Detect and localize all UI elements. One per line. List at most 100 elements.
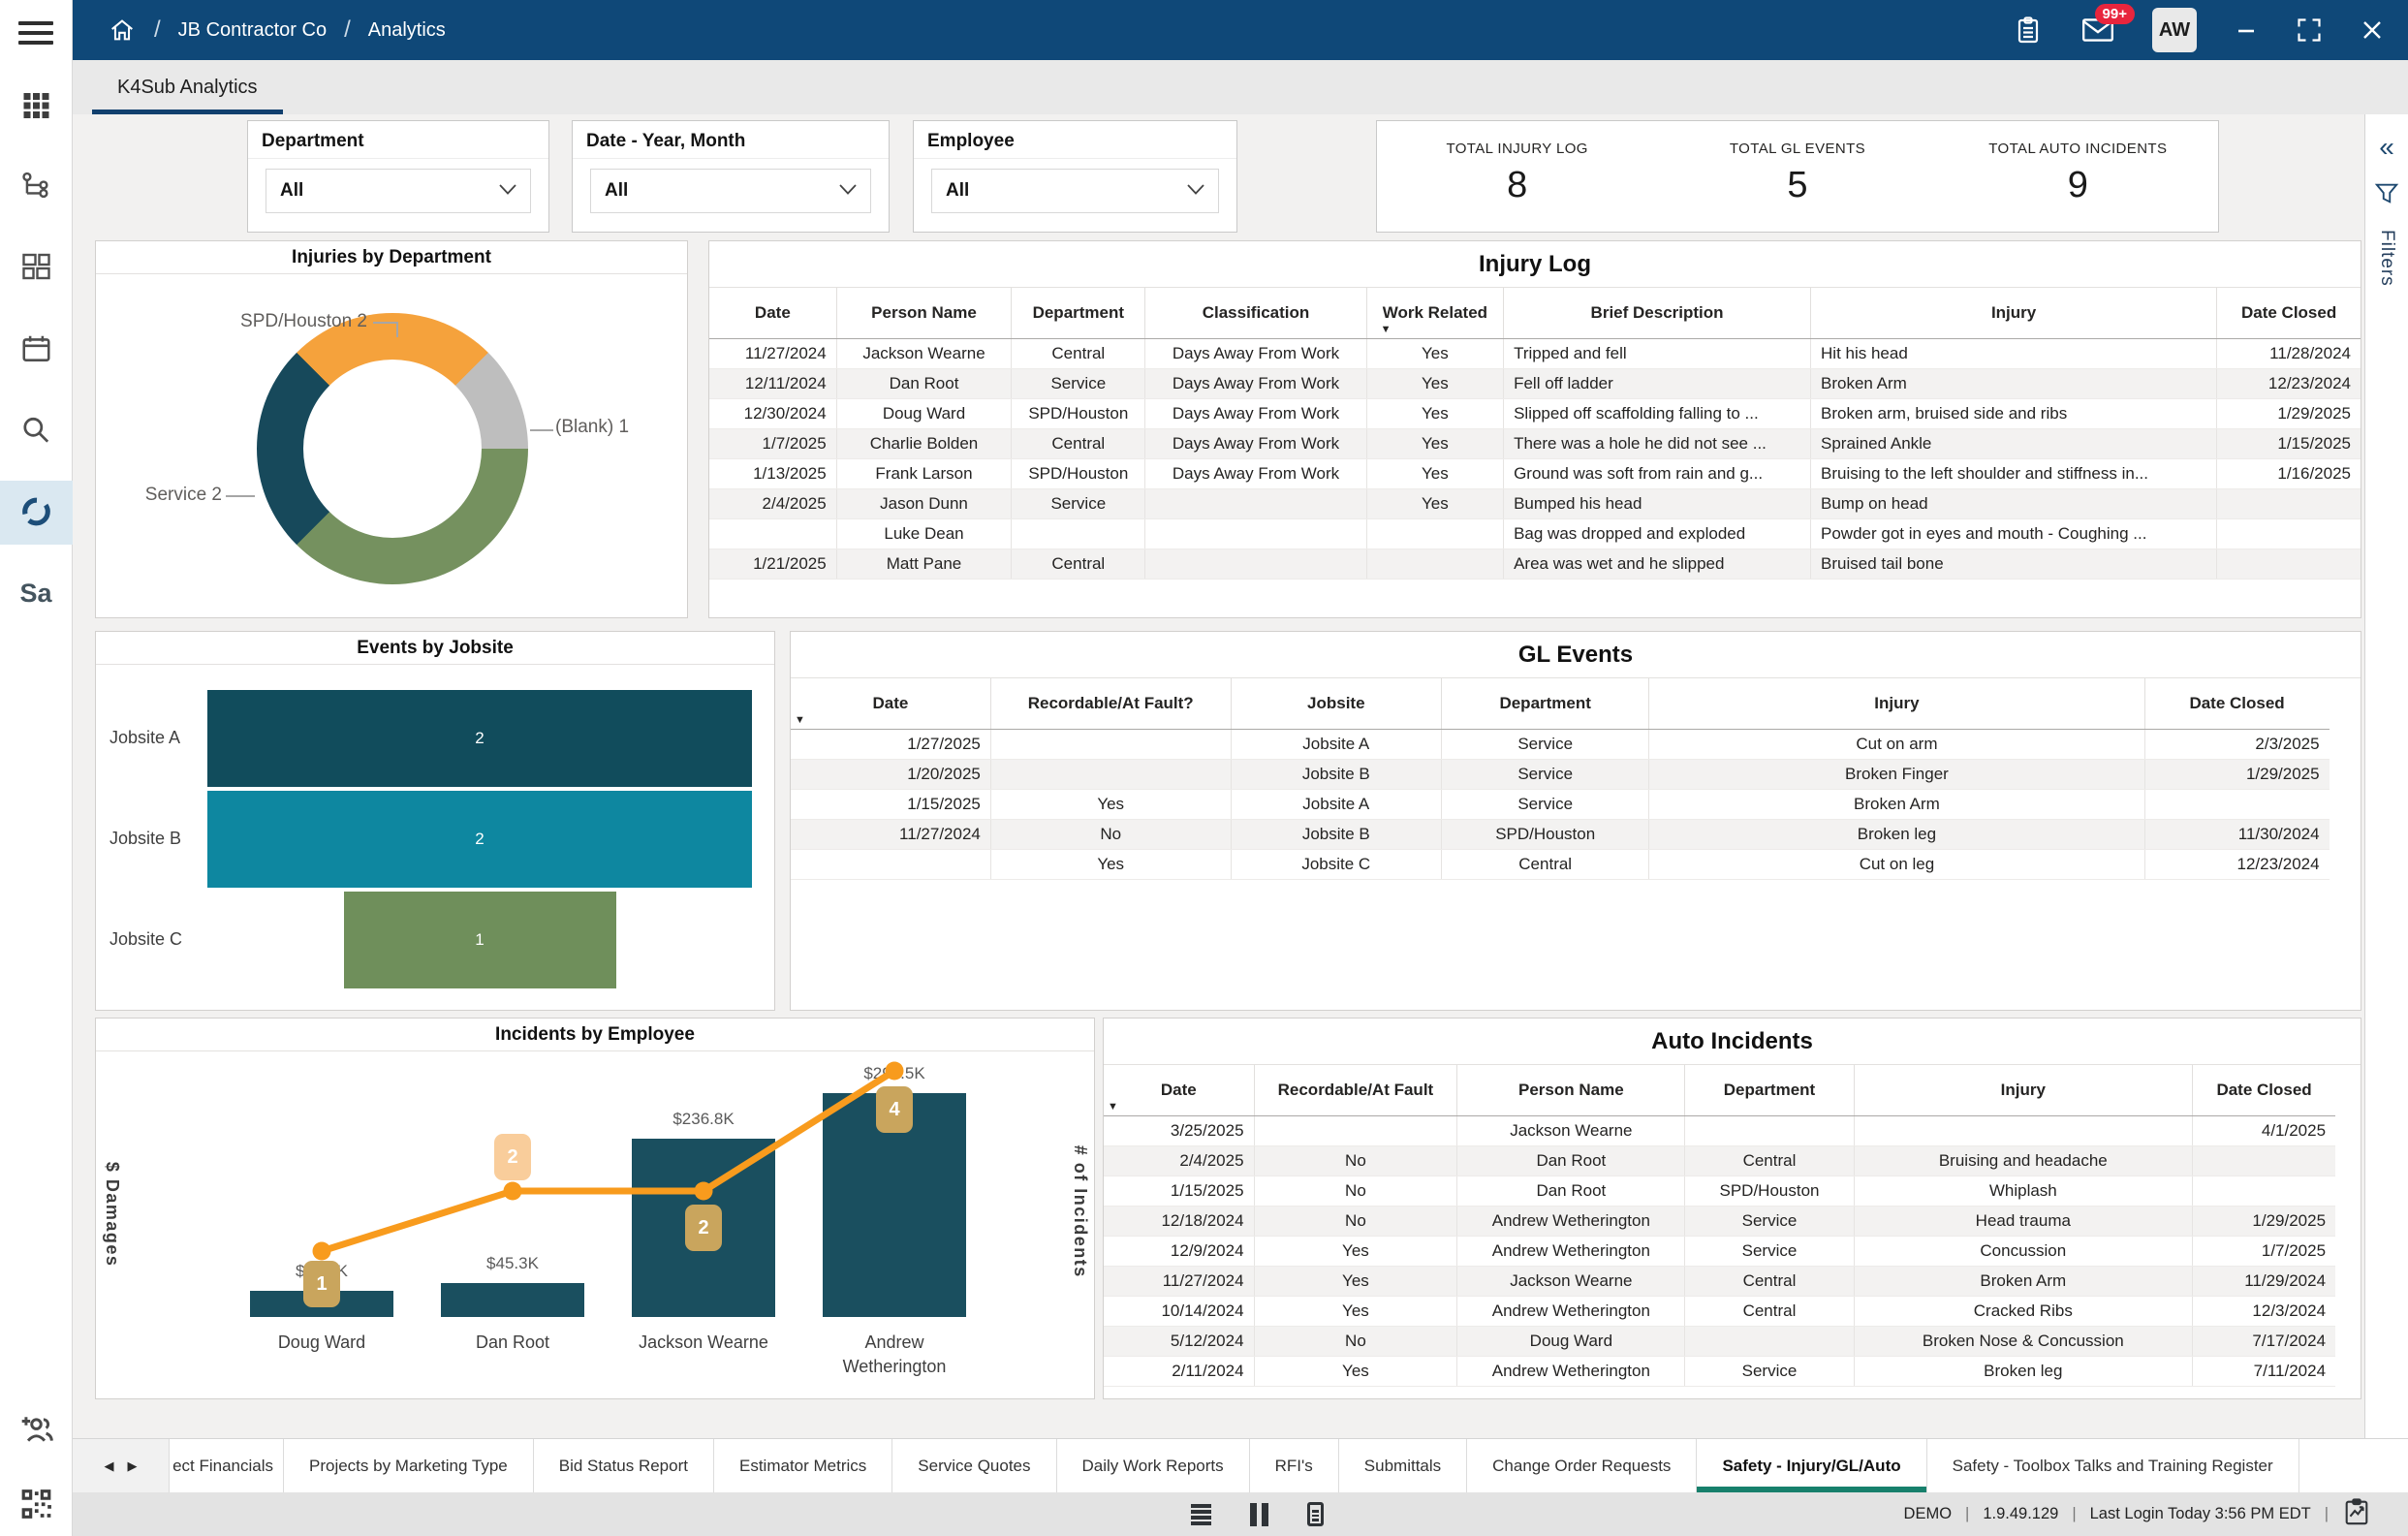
column-header[interactable]: Recordable/At Fault [1254, 1065, 1458, 1116]
column-header[interactable]: Work Related ▼ [1366, 288, 1505, 339]
calendar-icon[interactable] [0, 322, 73, 376]
column-header[interactable]: Injury [1854, 1065, 2194, 1116]
department-dropdown[interactable]: All [266, 169, 531, 213]
incident-count-chip: 2 [685, 1205, 722, 1251]
funnel-bar-value: 1 [475, 930, 485, 949]
page-tab[interactable]: Service Quotes [892, 1439, 1057, 1492]
table-cell: Sprained Ankle [1810, 428, 2218, 459]
page-tab[interactable]: Change Order Requests [1467, 1439, 1698, 1492]
funnel-bar[interactable]: 2 [207, 690, 752, 787]
funnel-bar[interactable]: 1 [343, 892, 616, 988]
funnel-bar[interactable]: 2 [207, 791, 752, 888]
scroll-tabs-right-icon[interactable]: ▶ [127, 1458, 138, 1473]
mail-icon[interactable]: 99+ [2080, 4, 2135, 45]
table-cell [791, 849, 991, 880]
restore-button[interactable] [2296, 16, 2323, 44]
column-header[interactable]: Jobsite [1231, 678, 1443, 730]
table-cell: Days Away From Work [1144, 398, 1367, 429]
column-header[interactable]: Recordable/At Fault? [990, 678, 1232, 730]
page-tab[interactable]: Estimator Metrics [714, 1439, 893, 1492]
sidebar-label-sa[interactable]: Sa [19, 578, 52, 608]
tab-k4sub-analytics[interactable]: K4Sub Analytics [92, 60, 283, 114]
table-row: 2/11/2024 Yes Andrew Wetherington Service Br… [1104, 1356, 2336, 1387]
table-cell: Yes [1366, 458, 1505, 489]
page-tab[interactable]: Safety - Toolbox Talks and Training Regi… [1927, 1439, 2299, 1492]
notes-icon[interactable] [1307, 1502, 1324, 1526]
breadcrumb-page[interactable]: Analytics [367, 18, 446, 41]
employee-dropdown[interactable]: All [931, 169, 1219, 213]
table-cell: 7/17/2024 [2192, 1326, 2336, 1357]
table-row: 2/4/2025 No Dan Root Central Bruising and he… [1104, 1145, 2336, 1176]
page-tab[interactable]: Daily Work Reports [1057, 1439, 1250, 1492]
status-last-login: Last Login Today 3:56 PM EDT [2089, 1505, 2311, 1522]
dashboard-icon[interactable] [0, 240, 73, 295]
tab-scroll-nav: ◀ ▶ [73, 1439, 170, 1492]
column-header[interactable]: Injury [1648, 678, 2145, 730]
table-cell: Jobsite B [1231, 819, 1443, 850]
workflow-icon[interactable] [0, 159, 73, 213]
table-cell [2192, 1145, 2336, 1176]
page-tab[interactable]: RFI's [1250, 1439, 1339, 1492]
column-header[interactable]: Person Name [836, 288, 1013, 339]
column-header[interactable]: Date Closed [2144, 678, 2330, 730]
table-row: 1/15/2025 Yes Jobsite A Service Broken Arm [791, 789, 2330, 820]
column-header[interactable]: Date [709, 288, 837, 339]
apps-grid-icon[interactable] [0, 78, 73, 132]
search-icon[interactable] [0, 403, 73, 457]
damages-bar[interactable] [441, 1282, 584, 1317]
column-header[interactable]: Person Name [1456, 1065, 1686, 1116]
column-header[interactable]: Injury [1810, 288, 2218, 339]
list-view-icon[interactable] [1191, 1502, 1211, 1527]
table-row: 1/21/2025 Matt Pane Central Area was wet an… [709, 549, 2361, 580]
visual-injury-log: Injury Log Date Person Name Department Clas… [708, 240, 2361, 618]
column-header[interactable]: Date Closed [2216, 288, 2361, 339]
page-tab[interactable]: Projects by Marketing Type [284, 1439, 534, 1492]
close-icon[interactable] [2360, 17, 2385, 43]
table-cell: 2/11/2024 [1104, 1356, 1255, 1387]
menu-icon[interactable] [18, 16, 53, 50]
page-tab[interactable]: ect Financials [170, 1439, 284, 1492]
filter-funnel-icon[interactable] [2374, 180, 2399, 210]
column-header[interactable]: Department [1684, 1065, 1855, 1116]
page-tab-active[interactable]: Safety - Injury/GL/Auto [1697, 1439, 1927, 1492]
table-row: Luke Dean Bag was dropped and exploded Pow… [709, 518, 2361, 549]
column-header[interactable]: Date ▼ [1104, 1065, 1255, 1116]
report-log-icon[interactable] [2342, 1497, 2371, 1531]
table-cell: Days Away From Work [1144, 428, 1367, 459]
avatar[interactable]: AW [2152, 8, 2197, 52]
column-header[interactable]: Brief Description [1503, 288, 1812, 339]
mail-badge: 99+ [2094, 4, 2135, 24]
page-tab[interactable]: Submittals [1339, 1439, 1468, 1492]
table-cell: Jason Dunn [836, 488, 1013, 519]
expand-filters-icon[interactable]: « [2379, 132, 2394, 162]
injuries-by-department-body: SPD/Houston 2 (Blank) 1 Service 2 Centra… [96, 274, 687, 617]
table-cell [2144, 789, 2330, 820]
column-header[interactable]: Date Closed [2192, 1065, 2336, 1116]
breadcrumb-company[interactable]: JB Contractor Co [177, 18, 328, 41]
column-header[interactable]: Department [1011, 288, 1146, 339]
pause-icon[interactable] [1250, 1502, 1268, 1526]
table-cell: Days Away From Work [1144, 458, 1367, 489]
date-dropdown[interactable]: All [590, 169, 871, 213]
column-header[interactable]: Date ▼ [791, 678, 991, 730]
home-icon[interactable] [108, 16, 137, 45]
add-user-icon[interactable] [0, 1403, 73, 1458]
visual-title: Injury Log [709, 241, 2361, 288]
page-tab[interactable]: Bid Status Report [534, 1439, 714, 1492]
table-row: 1/27/2025 Jobsite A Service Cut on arm 2/3/2… [791, 729, 2330, 760]
table-row: 5/12/2024 No Doug Ward Broken Nose & Concus… [1104, 1326, 2336, 1357]
minimize-button[interactable] [2234, 17, 2259, 43]
table-cell: Andrew Wetherington [1456, 1356, 1686, 1387]
table-cell: Broken Arm [1854, 1266, 2194, 1297]
table-cell: Broken Arm [1648, 789, 2145, 820]
clipboard-icon[interactable] [2013, 15, 2044, 46]
qr-code-icon[interactable] [0, 1477, 73, 1531]
table-cell: Jobsite C [1231, 849, 1443, 880]
scroll-tabs-left-icon[interactable]: ◀ [104, 1458, 114, 1473]
report-canvas: Department All Date - Year, Month All [73, 114, 2364, 1438]
column-header[interactable]: Department [1441, 678, 1650, 730]
table-cell [1684, 1326, 1855, 1357]
sync-icon[interactable] [0, 485, 73, 539]
table-cell: Charlie Bolden [836, 428, 1013, 459]
column-header[interactable]: Classification [1144, 288, 1367, 339]
